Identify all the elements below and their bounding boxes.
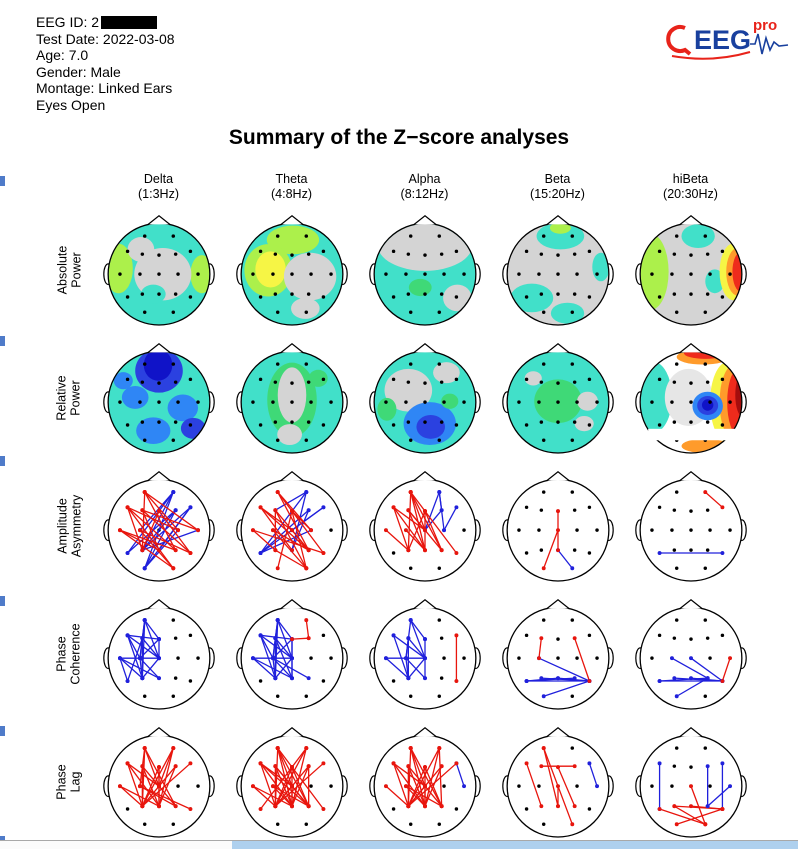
plot-relative-power-alpha (358, 334, 491, 462)
grid-corner (46, 164, 92, 206)
topo-map (368, 342, 481, 454)
horizontal-scrollbar[interactable] (0, 840, 798, 849)
plot-phase-lag-delta (92, 718, 225, 846)
edge-marker (0, 456, 5, 466)
col-header-delta: Delta (1:3Hz) (92, 164, 225, 206)
plot-absolute-power-delta (92, 206, 225, 334)
col-header-beta: Beta (15:20Hz) (491, 164, 624, 206)
connectivity-map (501, 598, 614, 710)
plot-amplitude-asymmetry-hibeta (624, 462, 757, 590)
row-label-phase-coherence: Phase Coherence (55, 623, 83, 685)
plot-amplitude-asymmetry-beta (491, 462, 624, 590)
connectivity-map (634, 470, 747, 582)
plot-amplitude-asymmetry-delta (92, 462, 225, 590)
row-label-absolute-power: Absolute Power (55, 245, 83, 295)
white-overlay-band (647, 428, 755, 441)
redaction-box (101, 16, 158, 29)
connectivity-map (102, 598, 215, 710)
eeg-id-line: EEG ID: 2 (36, 14, 175, 31)
scrollbar-thumb[interactable] (232, 841, 798, 849)
plot-phase-coherence-hibeta (624, 590, 757, 718)
age: Age: 7.0 (36, 47, 89, 63)
eegpro-logo: EEG pro (652, 8, 792, 71)
band-name: Theta (275, 172, 308, 186)
logo-text-eeg: EEG (694, 25, 751, 55)
plot-absolute-power-alpha (358, 206, 491, 334)
connectivity-map (634, 726, 747, 838)
scrollbar-track-left (0, 841, 232, 849)
connectivity-map (235, 598, 348, 710)
col-header-alpha: Alpha (8:12Hz) (358, 164, 491, 206)
col-header-hibeta: hiBeta (20:30Hz) (624, 164, 757, 206)
topo-map (102, 342, 215, 454)
connectivity-map (235, 470, 348, 582)
topo-map (368, 214, 481, 326)
montage: Montage: Linked Ears (36, 80, 173, 96)
gender: Gender: Male (36, 63, 121, 80)
plot-absolute-power-hibeta (624, 206, 757, 334)
connectivity-map (235, 726, 348, 838)
topo-map (235, 214, 348, 326)
plot-phase-lag-theta (225, 718, 358, 846)
connectivity-map (102, 470, 215, 582)
plot-phase-coherence-beta (491, 590, 624, 718)
test-date: Test Date: 2022-03-08 (36, 30, 175, 47)
row-label-amplitude-asymmetry: Amplitude Asymmetry (55, 494, 83, 558)
plot-phase-lag-beta (491, 718, 624, 846)
band-range: (4:8Hz) (271, 187, 312, 201)
logo-text-pro: pro (753, 17, 777, 34)
plot-relative-power-theta (225, 334, 358, 462)
band-name: Beta (544, 172, 571, 186)
connectivity-map (368, 726, 481, 838)
connectivity-map (501, 470, 614, 582)
edge-marker (0, 726, 5, 736)
plot-absolute-power-beta (491, 206, 624, 334)
connectivity-map (102, 726, 215, 838)
patient-info: EEG ID: 2 Test Date: 2022-03-08 Age: 7.0… (36, 14, 175, 113)
plot-relative-power-delta (92, 334, 225, 462)
plot-phase-coherence-alpha (358, 590, 491, 718)
edge-marker (0, 596, 5, 606)
band-name: Delta (143, 172, 174, 186)
topo-map (102, 214, 215, 326)
logo-waveform-icon (750, 33, 789, 55)
band-name: Alpha (408, 172, 441, 186)
band-range: (8:12Hz) (400, 187, 449, 201)
connectivity-map (368, 598, 481, 710)
row-label-relative-power: Relative Power (54, 375, 83, 421)
edge-marker (0, 336, 5, 346)
band-range: (15:20Hz) (530, 187, 585, 201)
plot-phase-coherence-delta (92, 590, 225, 718)
logo-underline-swoosh (671, 51, 751, 60)
logo-q-mark (666, 25, 692, 56)
eeg-id-visible-fragment: 2 (91, 14, 100, 30)
topo-map (501, 214, 614, 326)
plot-phase-lag-alpha (358, 718, 491, 846)
band-range: (20:30Hz) (663, 187, 718, 201)
row-label-phase-lag: Phase Lag (54, 764, 83, 800)
eyes-condition: Eyes Open (36, 96, 106, 113)
topo-map (634, 342, 755, 454)
report-title: Summary of the Z−score analyses (228, 126, 570, 149)
col-header-theta: Theta (4:8Hz) (225, 164, 358, 206)
zscore-grid: Delta (1:3Hz) Theta (4:8Hz) Alpha (8:12H… (46, 164, 757, 846)
band-name: hiBeta (672, 172, 709, 186)
eeg-id-label: EEG ID: (36, 14, 88, 30)
plot-amplitude-asymmetry-alpha (358, 462, 491, 590)
plot-relative-power-beta (491, 334, 624, 462)
topo-map (501, 342, 614, 454)
plot-phase-coherence-theta (225, 590, 358, 718)
topo-map (235, 342, 348, 454)
plot-phase-lag-hibeta (624, 718, 757, 846)
connectivity-map (634, 598, 747, 710)
band-range: (1:3Hz) (138, 187, 179, 201)
topo-map (634, 214, 747, 326)
edge-marker (0, 176, 5, 186)
connectivity-map (368, 470, 481, 582)
plot-amplitude-asymmetry-theta (225, 462, 358, 590)
plot-absolute-power-theta (225, 206, 358, 334)
plot-relative-power-hibeta (624, 334, 757, 462)
connectivity-map (501, 726, 614, 838)
